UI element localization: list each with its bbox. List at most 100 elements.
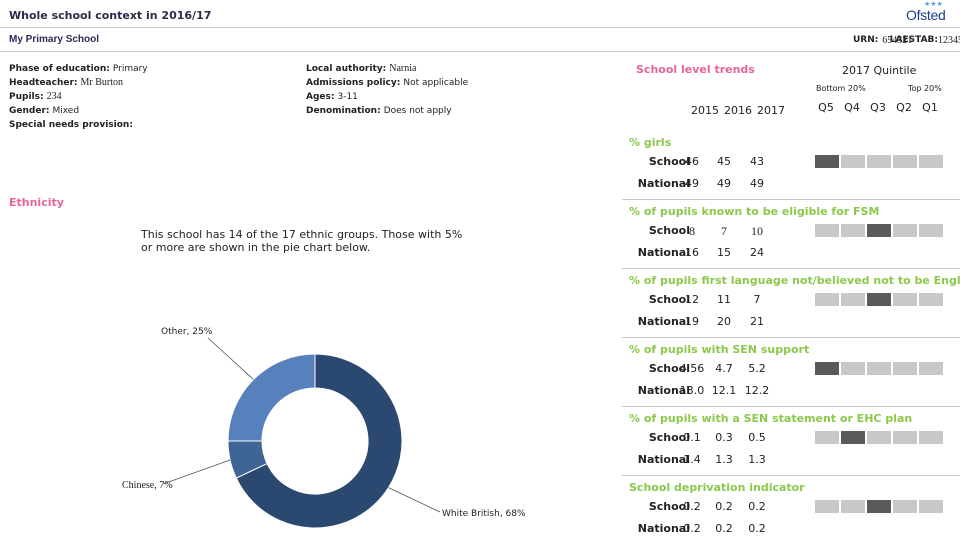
school-value: 0.3 bbox=[715, 431, 733, 444]
ethnicity-description: This school has 14 of the 17 ethnic grou… bbox=[141, 228, 463, 254]
pie-leader-line bbox=[162, 459, 231, 485]
quintile-box bbox=[919, 293, 943, 306]
school-label: School bbox=[648, 224, 690, 237]
indicator-divider bbox=[622, 475, 960, 476]
urn-label: URN: bbox=[852, 35, 879, 45]
school-label: School bbox=[648, 431, 690, 444]
national-label: National bbox=[637, 246, 690, 259]
info-row-headteacher: Headteacher: Mr Burton bbox=[9, 76, 148, 90]
pie-slice-other bbox=[227, 353, 316, 442]
national-value: 15 bbox=[717, 246, 731, 259]
info-row-gender: Gender: Mixed bbox=[9, 104, 148, 118]
school-ids: URN: 654321 LAESTAB: 1234567 bbox=[852, 35, 960, 46]
quintile-box bbox=[841, 155, 865, 168]
national-label: National bbox=[637, 177, 690, 190]
header-bar: Whole school context in 2016/17 ★★★ Ofst… bbox=[0, 0, 960, 28]
quintile-box bbox=[841, 362, 865, 375]
national-value: 24 bbox=[750, 246, 764, 259]
indicator-title: % of pupils known to be eligible for FSM bbox=[629, 205, 880, 218]
school-info-left: Phase of education: Primary Headteacher: M… bbox=[9, 62, 148, 132]
national-value: 13.0 bbox=[679, 384, 705, 397]
indicator-title: % girls bbox=[629, 136, 672, 149]
quintile-label: Q2 bbox=[896, 101, 912, 114]
quintile-box bbox=[841, 500, 865, 513]
info-label: Denomination: bbox=[306, 106, 381, 116]
info-label: Special needs provision: bbox=[9, 120, 133, 130]
quintile-box bbox=[919, 362, 943, 375]
info-value: Primary bbox=[112, 64, 148, 74]
national-label: National bbox=[637, 384, 690, 397]
info-label: Ages: bbox=[306, 92, 335, 102]
ethnicity-donut-chart: White British, 68% Chinese, 7% Other, 25% bbox=[122, 327, 526, 529]
quintile-box bbox=[867, 500, 891, 513]
quintile-box bbox=[893, 500, 917, 513]
info-value: Narnia bbox=[389, 63, 417, 74]
quintile-box bbox=[841, 224, 865, 237]
school-value: 0.1 bbox=[683, 431, 701, 444]
pie-label: White British, 68% bbox=[442, 509, 526, 519]
pie-leader-line bbox=[388, 487, 441, 513]
national-value: 1.3 bbox=[715, 453, 733, 466]
quintile-box bbox=[815, 224, 839, 237]
quintile-label: Q1 bbox=[922, 101, 938, 114]
pie-label: Other, 25% bbox=[161, 327, 213, 337]
quintile-box bbox=[815, 362, 839, 375]
quintile-labels: Q5 Q4 Q3 Q2 Q1 bbox=[814, 101, 944, 115]
quintile-box bbox=[867, 155, 891, 168]
school-value: 45 bbox=[717, 155, 731, 168]
school-value: 43 bbox=[750, 155, 764, 168]
info-value: Not applicable bbox=[403, 78, 469, 88]
year-header: 2015 bbox=[691, 104, 719, 117]
quintile-box bbox=[893, 293, 917, 306]
pie-leader-line bbox=[207, 337, 254, 380]
quintile-box bbox=[919, 155, 943, 168]
national-value: 21 bbox=[750, 315, 764, 328]
school-label: School bbox=[648, 293, 690, 306]
bottom-20-label: Bottom 20% bbox=[816, 84, 866, 93]
national-value: 0.2 bbox=[748, 522, 766, 535]
info-label: Pupils: bbox=[9, 92, 44, 102]
quintile-box bbox=[919, 431, 943, 444]
quintile-box bbox=[919, 500, 943, 513]
school-label: School bbox=[648, 155, 690, 168]
info-row-special-needs: Special needs provision: bbox=[9, 118, 148, 132]
ethnicity-heading: Ethnicity bbox=[9, 196, 64, 209]
national-value: 0.2 bbox=[683, 522, 701, 535]
quintile-heading: 2017 Quintile bbox=[842, 64, 917, 77]
school-value: 7 bbox=[753, 293, 761, 306]
national-label: National bbox=[637, 453, 690, 466]
national-value: 49 bbox=[750, 177, 764, 190]
quintile-box bbox=[815, 293, 839, 306]
school-value: 0.2 bbox=[715, 500, 733, 513]
info-row-ages: Ages: 3-11 bbox=[306, 90, 468, 104]
national-value: 49 bbox=[685, 177, 699, 190]
school-value: 8 bbox=[689, 224, 695, 238]
school-label: School bbox=[648, 500, 690, 513]
indicator-divider bbox=[622, 199, 960, 200]
national-value: 20 bbox=[717, 315, 731, 328]
national-value: 19 bbox=[685, 315, 699, 328]
school-name: My Primary School bbox=[9, 34, 100, 45]
national-label: National bbox=[637, 522, 690, 535]
quintile-box bbox=[815, 431, 839, 444]
info-row-phase: Phase of education: Primary bbox=[9, 62, 148, 76]
quintile-box bbox=[815, 155, 839, 168]
school-info-right: Local authority: Narnia Admissions policy… bbox=[306, 62, 468, 118]
national-value: 1.4 bbox=[683, 453, 701, 466]
indicator-title: % of pupils with a SEN statement or EHC … bbox=[629, 412, 913, 425]
info-value: 234 bbox=[46, 91, 62, 102]
school-value: 0.2 bbox=[683, 500, 701, 513]
logo-text: Ofsted bbox=[906, 7, 946, 23]
info-label: Local authority: bbox=[306, 64, 387, 74]
national-value: 49 bbox=[717, 177, 731, 190]
urn-value: 654321 bbox=[882, 35, 913, 46]
top-20-label: Top 20% bbox=[908, 84, 942, 93]
info-row-denomination: Denomination: Does not apply bbox=[306, 104, 468, 118]
school-value: 11 bbox=[717, 293, 731, 306]
year-header: 2017 bbox=[757, 104, 785, 117]
quintile-label: Q3 bbox=[870, 101, 886, 114]
quintile-box bbox=[893, 431, 917, 444]
quintile-box bbox=[867, 362, 891, 375]
quintile-box bbox=[919, 224, 943, 237]
school-value: 12 bbox=[685, 293, 699, 306]
